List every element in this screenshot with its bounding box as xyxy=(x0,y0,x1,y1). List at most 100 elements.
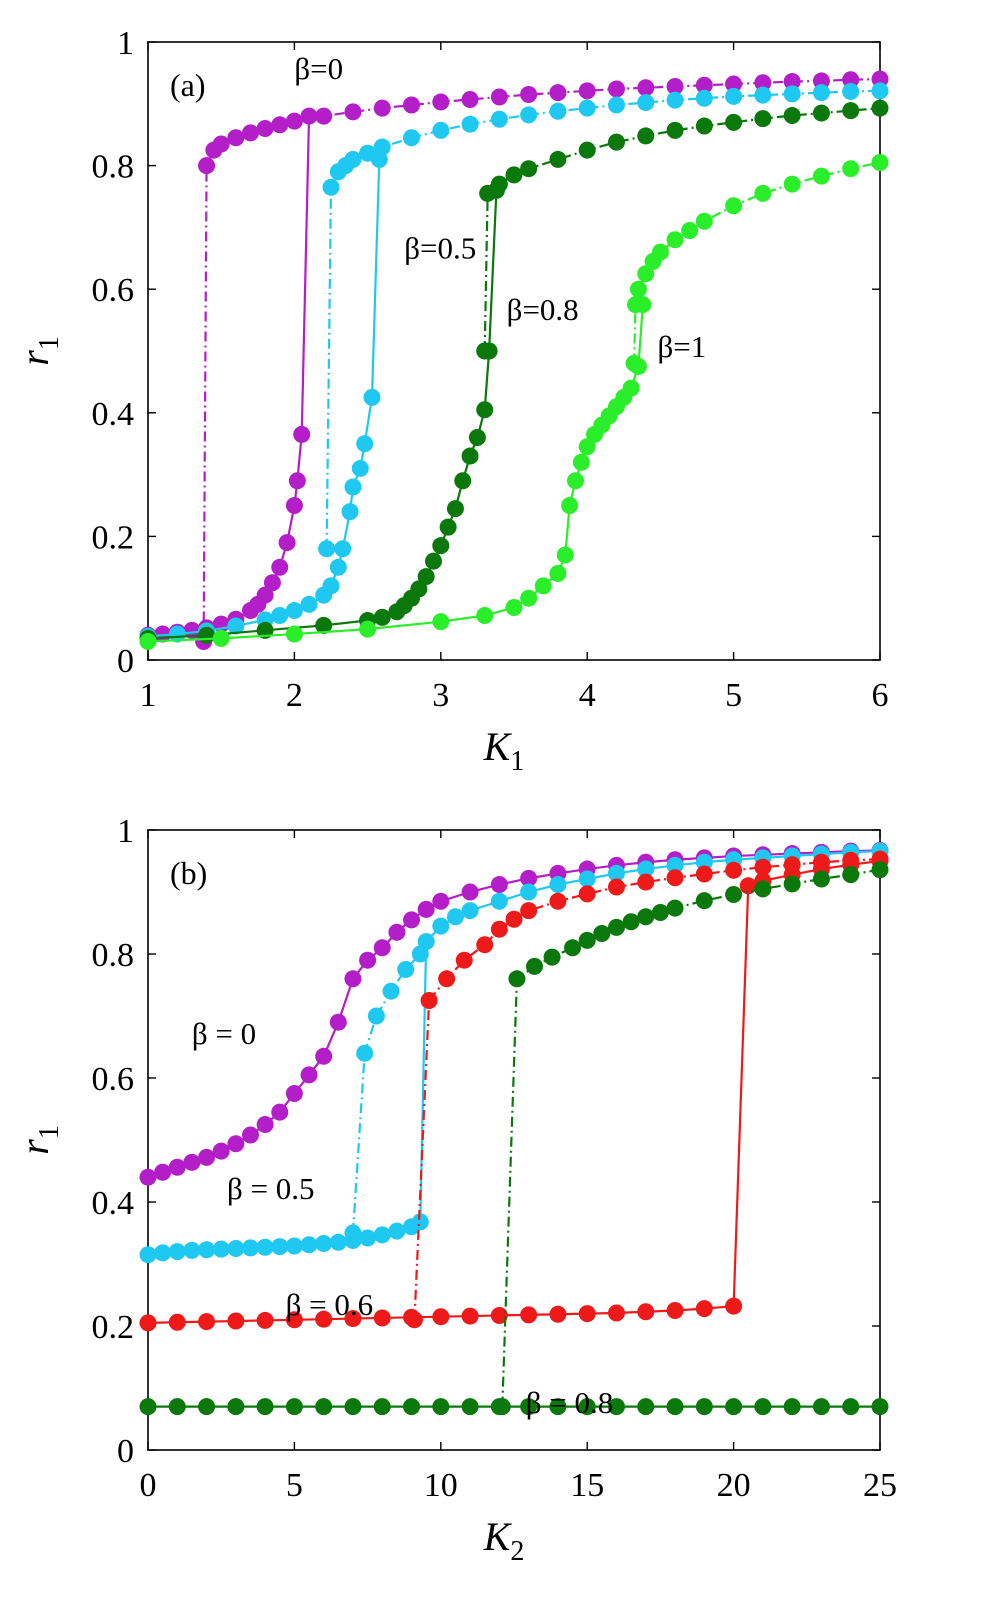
data-point xyxy=(139,1314,157,1332)
data-point xyxy=(637,265,655,283)
data-point xyxy=(572,453,590,471)
data-point xyxy=(271,607,289,625)
data-point xyxy=(373,1398,391,1416)
data-point xyxy=(520,902,538,920)
y-axis-label-subscript: 1 xyxy=(34,1125,65,1139)
data-point xyxy=(344,1310,362,1328)
data-point xyxy=(351,459,369,477)
data-point xyxy=(490,920,508,938)
data-point xyxy=(578,931,596,949)
data-point xyxy=(403,129,421,147)
series-label: β=0.5 xyxy=(404,230,476,265)
data-point xyxy=(578,99,596,117)
data-point xyxy=(695,89,713,107)
y-tick-label: 1 xyxy=(117,25,134,62)
data-point xyxy=(373,939,391,957)
y-axis-label-subscript: 1 xyxy=(34,336,65,350)
series-beta-0-8: β = 0.8 xyxy=(139,861,889,1420)
data-point xyxy=(241,124,259,142)
data-point xyxy=(525,957,543,975)
data-point xyxy=(480,342,498,360)
data-point xyxy=(461,902,479,920)
data-point xyxy=(300,1236,318,1254)
data-point xyxy=(490,110,508,128)
data-point xyxy=(198,1148,216,1166)
data-point xyxy=(285,1398,303,1416)
x-tick-label: 5 xyxy=(725,677,742,714)
data-point xyxy=(403,1398,421,1416)
data-point xyxy=(476,607,494,625)
data-point xyxy=(329,558,347,576)
data-point xyxy=(549,1398,567,1416)
data-point xyxy=(607,918,625,936)
data-point xyxy=(783,875,801,893)
x-tick-label: 25 xyxy=(863,1467,897,1504)
series-label: β=0.8 xyxy=(507,292,579,327)
data-point xyxy=(329,1013,347,1031)
data-point xyxy=(622,913,640,931)
data-point xyxy=(842,71,860,89)
data-point xyxy=(561,497,579,514)
data-point xyxy=(256,120,274,138)
data-point xyxy=(666,899,684,917)
data-point xyxy=(695,1300,713,1318)
data-point xyxy=(263,574,281,592)
data-point xyxy=(183,1241,201,1259)
data-point xyxy=(871,154,889,172)
data-point xyxy=(549,564,567,582)
x-tick-label: 5 xyxy=(286,1467,303,1504)
data-point xyxy=(505,910,523,928)
data-point xyxy=(812,870,830,888)
data-point xyxy=(651,903,669,921)
data-point xyxy=(520,869,538,887)
data-point xyxy=(578,438,596,456)
data-point xyxy=(417,568,435,586)
data-point xyxy=(490,1306,508,1324)
data-point xyxy=(783,107,801,125)
data-point xyxy=(322,577,340,595)
data-point xyxy=(373,608,391,626)
y-tick-label: 0.6 xyxy=(92,272,135,309)
data-point xyxy=(666,77,684,95)
data-point xyxy=(549,102,567,120)
data-point xyxy=(695,76,713,94)
data-point xyxy=(432,93,450,111)
data-point xyxy=(256,586,274,604)
data-point xyxy=(637,94,655,112)
data-point xyxy=(285,602,303,620)
data-point xyxy=(288,472,306,490)
data-point xyxy=(198,1241,216,1259)
data-point xyxy=(227,1312,245,1330)
data-point xyxy=(549,1305,567,1323)
data-point xyxy=(271,558,289,576)
data-point xyxy=(695,853,713,871)
data-point xyxy=(812,84,830,102)
data-point xyxy=(812,72,830,90)
data-point xyxy=(411,1213,429,1231)
data-point xyxy=(168,1398,186,1416)
data-point xyxy=(578,82,596,100)
data-point xyxy=(520,86,538,104)
data-point xyxy=(461,1398,479,1416)
data-point xyxy=(227,1240,245,1257)
x-tick-label: 20 xyxy=(717,1467,751,1504)
data-point xyxy=(285,625,303,643)
data-point xyxy=(446,500,464,518)
series-label: β = 0.6 xyxy=(286,1287,374,1322)
data-point xyxy=(300,107,318,125)
y-tick-label: 0.2 xyxy=(92,1309,135,1346)
data-point xyxy=(344,103,362,121)
data-point xyxy=(520,589,538,607)
data-point xyxy=(439,518,457,536)
data-point xyxy=(725,885,743,903)
x-tick-label: 1 xyxy=(140,677,157,714)
data-point xyxy=(382,982,400,1000)
data-point xyxy=(432,613,450,631)
data-point xyxy=(168,1158,186,1176)
data-point xyxy=(315,107,333,125)
data-point xyxy=(227,129,245,147)
data-point xyxy=(139,632,157,650)
data-point xyxy=(842,866,860,884)
x-tick-label: 4 xyxy=(579,677,596,714)
data-point xyxy=(754,110,772,128)
